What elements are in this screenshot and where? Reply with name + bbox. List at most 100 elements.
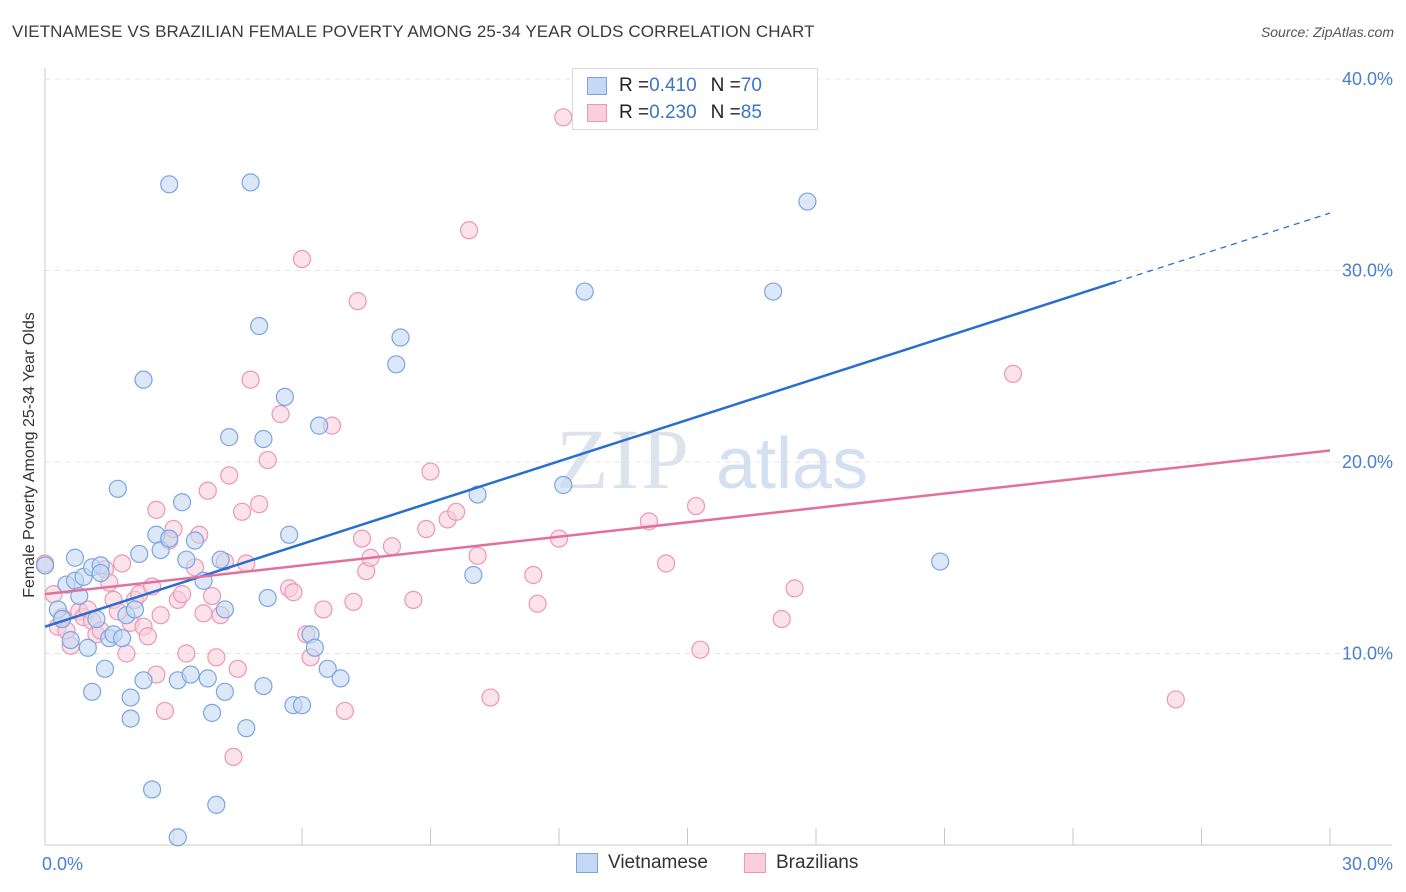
- legend-item-brazilians[interactable]: Brazilians: [744, 852, 858, 874]
- legend-n-label: N =: [710, 75, 741, 96]
- data-point-brazilians: [528, 594, 547, 613]
- data-point-brazilians: [1166, 690, 1185, 709]
- trend-line-brazilians: [44, 449, 1331, 596]
- source-credit: Source: ZipAtlas.com: [1260, 24, 1394, 40]
- data-point-brazilians: [481, 688, 500, 707]
- x-tick-label: 0.0%: [42, 854, 83, 874]
- y-tick-label: 30.0%: [1342, 261, 1393, 281]
- data-point-brazilians: [224, 747, 243, 767]
- data-point-brazilians: [207, 648, 226, 667]
- data-point-vietnamese: [168, 828, 187, 847]
- legend-item-vietnamese[interactable]: Vietnamese: [576, 852, 708, 874]
- data-point-vietnamese: [387, 355, 406, 374]
- data-point-brazilians: [421, 462, 440, 481]
- data-point-vietnamese: [91, 563, 110, 583]
- data-point-vietnamese: [764, 282, 783, 301]
- data-point-vietnamese: [464, 565, 483, 585]
- series-brazilians: [35, 108, 1185, 767]
- data-point-vietnamese: [130, 544, 149, 564]
- y-tick-label: 10.0%: [1342, 644, 1393, 664]
- legend-r-label: R =: [619, 102, 650, 123]
- data-point-vietnamese: [254, 676, 273, 696]
- data-point-brazilians: [194, 604, 213, 623]
- legend-r-value: 0.230: [649, 102, 697, 123]
- data-point-brazilians: [198, 481, 217, 500]
- data-point-brazilians: [220, 466, 239, 485]
- data-point-brazilians: [447, 502, 466, 521]
- data-point-vietnamese: [121, 709, 140, 728]
- data-point-brazilians: [151, 606, 170, 625]
- data-point-vietnamese: [331, 669, 350, 688]
- data-point-brazilians: [292, 249, 312, 269]
- data-point-vietnamese: [575, 282, 594, 301]
- data-point-vietnamese: [125, 600, 145, 619]
- data-point-brazilians: [138, 627, 157, 646]
- data-point-brazilians: [348, 292, 367, 311]
- legend-swatch-blue: [587, 77, 607, 95]
- data-point-vietnamese: [931, 552, 950, 571]
- data-point-brazilians: [785, 579, 804, 598]
- data-point-brazilians: [177, 644, 196, 663]
- data-point-brazilians: [232, 502, 252, 521]
- y-tick-label: 40.0%: [1342, 69, 1393, 89]
- data-point-brazilians: [344, 592, 363, 611]
- data-point-brazilians: [241, 370, 260, 389]
- series-vietnamese: [35, 173, 950, 847]
- data-point-vietnamese: [35, 556, 55, 575]
- legend-swatch-blue: [576, 853, 598, 873]
- data-point-brazilians: [417, 519, 436, 539]
- data-point-vietnamese: [160, 529, 179, 548]
- data-point-brazilians: [271, 405, 290, 424]
- data-point-vietnamese: [391, 328, 410, 347]
- data-point-vietnamese: [142, 780, 162, 799]
- data-point-vietnamese: [134, 671, 153, 690]
- data-point-brazilians: [404, 590, 423, 609]
- trend-lines: [44, 212, 1331, 628]
- data-point-brazilians: [112, 554, 132, 573]
- data-point-brazilians: [172, 585, 192, 604]
- trend-line-vietnamese: [44, 280, 1117, 628]
- legend-swatch-pink: [744, 853, 766, 873]
- data-point-vietnamese: [172, 493, 192, 512]
- data-point-vietnamese: [160, 175, 179, 194]
- correlation-legend: R = 0.410 N = 70 R = 0.230 N = 85: [572, 68, 818, 130]
- data-point-vietnamese: [468, 485, 487, 504]
- data-point-vietnamese: [185, 531, 205, 550]
- y-tick-label: 20.0%: [1342, 452, 1393, 472]
- data-point-vietnamese: [220, 428, 239, 447]
- data-point-brazilians: [691, 640, 710, 659]
- data-point-brazilians: [314, 600, 333, 619]
- legend-n-label: N =: [710, 102, 741, 123]
- data-point-vietnamese: [177, 550, 196, 569]
- data-point-brazilians: [656, 554, 676, 573]
- data-point-vietnamese: [112, 629, 132, 648]
- data-point-brazilians: [284, 583, 303, 602]
- watermark-atlas: atlas: [716, 424, 868, 504]
- data-point-vietnamese: [65, 548, 85, 567]
- legend-n-value: 85: [740, 102, 762, 123]
- legend-row-brazilians: R = 0.230 N = 85: [587, 101, 762, 125]
- data-point-brazilians: [250, 495, 269, 514]
- data-point-vietnamese: [275, 387, 294, 406]
- data-point-vietnamese: [108, 479, 127, 498]
- y-axis-label: Female Poverty Among 25-34 Year Olds: [21, 312, 38, 598]
- data-point-vietnamese: [237, 719, 256, 738]
- data-point-vietnamese: [181, 665, 200, 684]
- data-point-brazilians: [772, 609, 791, 629]
- data-point-brazilians: [524, 565, 543, 585]
- legend-label-brazilians: Brazilians: [776, 852, 859, 873]
- data-point-vietnamese: [215, 682, 234, 701]
- data-point-vietnamese: [198, 669, 217, 688]
- data-point-brazilians: [228, 659, 247, 678]
- legend-r-label: R =: [619, 75, 650, 96]
- data-point-vietnamese: [254, 429, 273, 449]
- data-point-vietnamese: [250, 316, 269, 336]
- data-point-brazilians: [352, 529, 372, 548]
- x-tick-label: 30.0%: [1342, 854, 1393, 874]
- legend-swatch-pink: [587, 104, 607, 122]
- data-point-vietnamese: [310, 416, 329, 435]
- data-point-vietnamese: [95, 659, 115, 678]
- data-point-vietnamese: [292, 696, 312, 715]
- data-point-brazilians: [147, 500, 166, 519]
- data-point-vietnamese: [83, 682, 102, 701]
